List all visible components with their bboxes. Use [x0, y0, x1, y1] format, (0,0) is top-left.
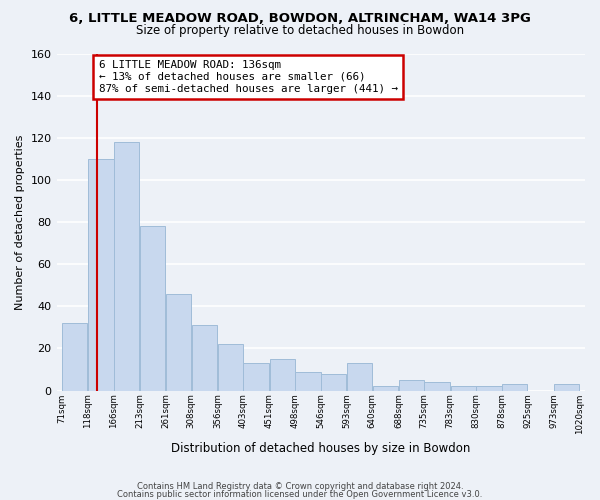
Text: Contains HM Land Registry data © Crown copyright and database right 2024.: Contains HM Land Registry data © Crown c… — [137, 482, 463, 491]
Bar — [62, 323, 88, 390]
Bar — [424, 382, 450, 390]
Bar — [373, 386, 398, 390]
Bar — [218, 344, 243, 391]
Bar — [322, 374, 346, 390]
Text: Contains public sector information licensed under the Open Government Licence v3: Contains public sector information licen… — [118, 490, 482, 499]
Bar — [502, 384, 527, 390]
Bar — [244, 363, 269, 390]
Y-axis label: Number of detached properties: Number of detached properties — [15, 134, 25, 310]
Bar — [269, 359, 295, 390]
Bar — [88, 159, 113, 390]
Bar — [140, 226, 166, 390]
Bar — [114, 142, 139, 390]
Text: Size of property relative to detached houses in Bowdon: Size of property relative to detached ho… — [136, 24, 464, 37]
Bar — [191, 326, 217, 390]
X-axis label: Distribution of detached houses by size in Bowdon: Distribution of detached houses by size … — [171, 442, 470, 455]
Bar — [347, 363, 372, 390]
Bar — [166, 294, 191, 390]
Bar — [451, 386, 476, 390]
Bar — [399, 380, 424, 390]
Bar — [295, 372, 321, 390]
Bar — [554, 384, 579, 390]
Text: 6, LITTLE MEADOW ROAD, BOWDON, ALTRINCHAM, WA14 3PG: 6, LITTLE MEADOW ROAD, BOWDON, ALTRINCHA… — [69, 12, 531, 26]
Bar — [476, 386, 502, 390]
Text: 6 LITTLE MEADOW ROAD: 136sqm
← 13% of detached houses are smaller (66)
87% of se: 6 LITTLE MEADOW ROAD: 136sqm ← 13% of de… — [98, 60, 398, 94]
